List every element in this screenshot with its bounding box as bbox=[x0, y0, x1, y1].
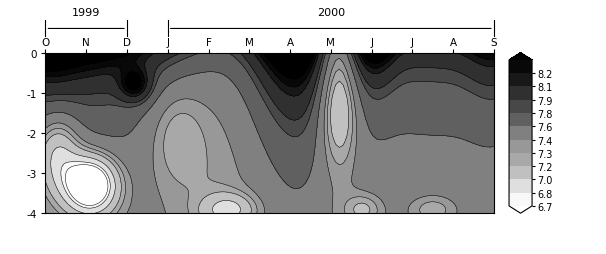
PathPatch shape bbox=[509, 206, 532, 213]
Text: 2000: 2000 bbox=[317, 8, 345, 18]
Text: 1999: 1999 bbox=[72, 8, 101, 18]
PathPatch shape bbox=[509, 53, 532, 61]
